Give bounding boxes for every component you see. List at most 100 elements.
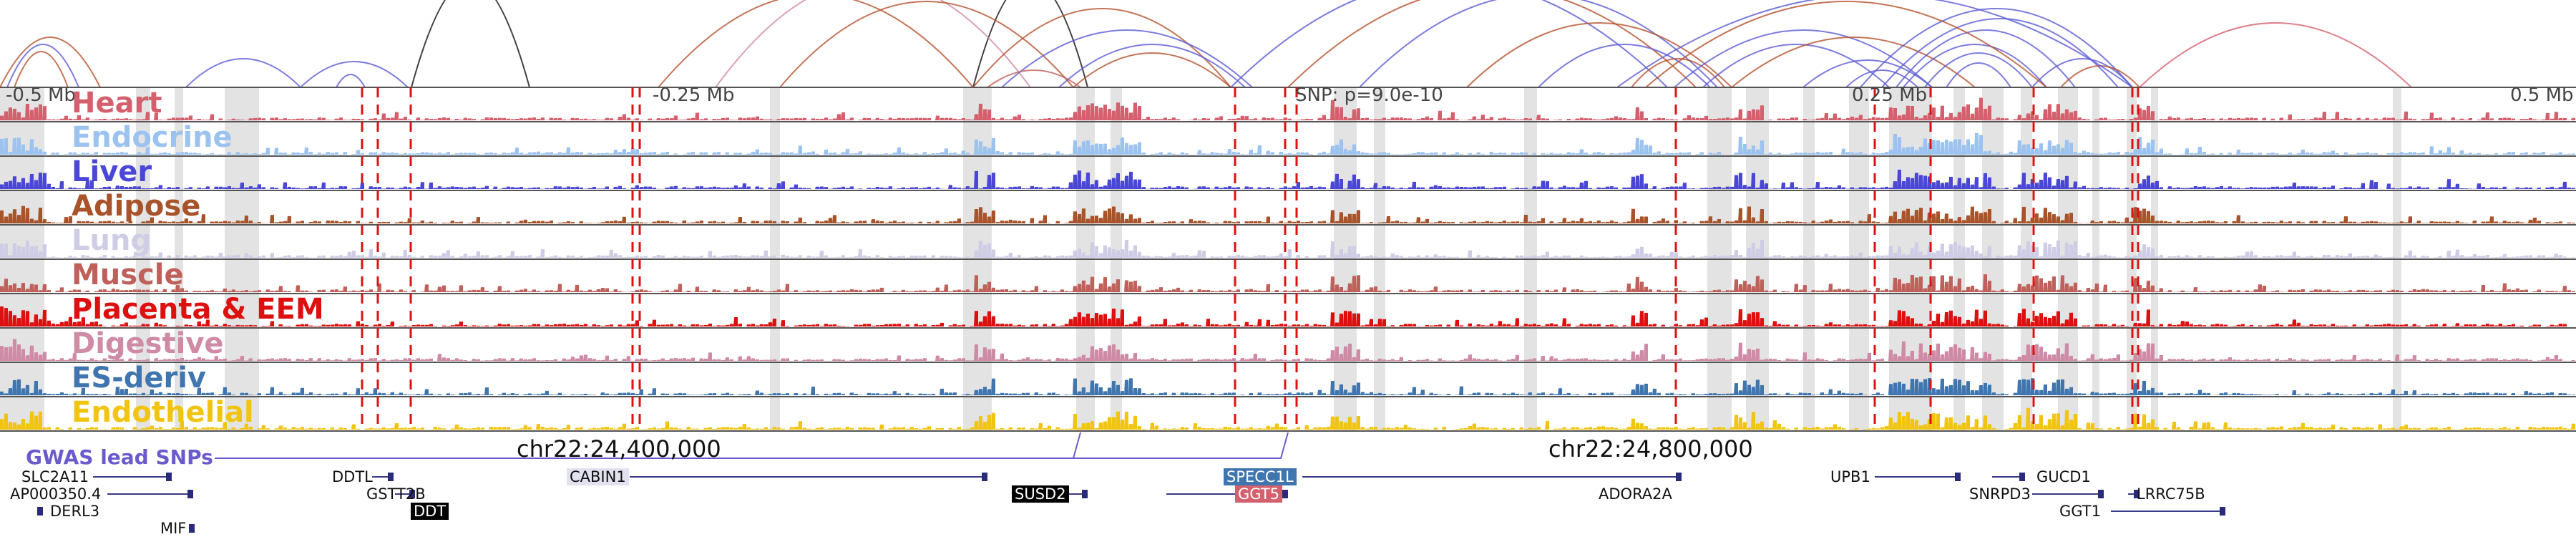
track-label-digestive: Digestive <box>72 327 224 360</box>
loop-arc-14 <box>1073 52 1231 88</box>
signal-es-deriv <box>0 378 2576 395</box>
gwas-lead-snps-label: GWAS lead SNPs <box>26 445 213 469</box>
track-label-es-deriv: ES-deriv <box>72 362 207 395</box>
signal-liver <box>0 169 2576 189</box>
loop-arc-20 <box>1538 44 1711 88</box>
track-label-liver: Liver <box>72 155 152 188</box>
gene-label-specc1l[interactable]: SPECC1L <box>1224 468 1297 485</box>
gene-exon-4 <box>388 473 394 481</box>
gene-exon-11 <box>2019 473 2025 481</box>
mb-label-minus-0-5: -0.5 Mb <box>6 84 76 106</box>
loop-arc-0 <box>0 37 101 88</box>
loop-arc-35 <box>2139 22 2412 88</box>
loop-arc-5 <box>336 74 366 88</box>
track-label-placenta: Placenta & EEM <box>72 293 324 326</box>
loop-arc-9 <box>715 0 1031 88</box>
loop-arc-22 <box>1674 29 1933 88</box>
track-label-lung: Lung <box>72 224 152 257</box>
gene-label-adora2a[interactable]: ADORA2A <box>1599 485 1672 503</box>
signal-tracks <box>0 97 2576 430</box>
chromatin-loop-arcs <box>0 0 2412 88</box>
gene-label-ggt5[interactable]: GGT5 <box>1235 485 1282 503</box>
signal-heart <box>0 97 2576 120</box>
gene-label-susd2[interactable]: SUSD2 <box>1012 485 1069 503</box>
track-frames <box>0 87 2576 432</box>
loop-arc-12 <box>1001 29 1253 88</box>
loop-arc-37 <box>1645 1 2047 88</box>
signal-muscle <box>0 274 2576 292</box>
gene-exon-14 <box>2220 507 2225 516</box>
gene-exon-1 <box>187 490 193 498</box>
loop-arc-18 <box>1359 0 1718 88</box>
loop-arc-33 <box>2031 58 2133 88</box>
loop-arc-21 <box>1631 58 1725 88</box>
signal-digestive <box>0 339 2576 361</box>
loop-arc-17 <box>1287 0 1697 88</box>
signal-placenta-eem <box>0 306 2576 326</box>
gene-label-ddtl[interactable]: DDTL <box>332 468 373 485</box>
loop-arc-32 <box>1946 62 2011 88</box>
gene-label-cabin1[interactable]: CABIN1 <box>567 468 629 485</box>
gene-exon-10 <box>1955 473 1961 481</box>
gene-exon-6 <box>982 473 987 481</box>
mb-label-0-25: 0.25 Mb <box>1852 84 1928 106</box>
gene-exon-12 <box>2098 490 2104 498</box>
signal-endothelial <box>0 407 2576 430</box>
gwas-connector-2 <box>1073 432 1289 459</box>
loop-arc-36 <box>1616 0 2133 88</box>
loop-arc-31 <box>1924 52 2033 88</box>
loop-arc-6 <box>411 0 530 88</box>
gene-exon-13 <box>2134 490 2140 498</box>
signal-lung <box>0 240 2576 258</box>
track-label-muscle: Muscle <box>72 258 184 291</box>
loop-arc-25 <box>1802 59 1933 88</box>
loop-arc-4 <box>300 61 409 88</box>
gene-exon-9 <box>1676 473 1682 481</box>
loop-arc-23 <box>1702 44 1890 88</box>
loop-arc-29 <box>1896 29 2076 88</box>
loop-arc-3 <box>185 58 301 88</box>
gene-label-slc2a11[interactable]: SLC2A11 <box>21 468 89 485</box>
loop-arc-30 <box>1903 44 2047 88</box>
track-label-adipose: Adipose <box>72 190 201 223</box>
gene-exon-8 <box>1282 490 1288 498</box>
loop-arc-7 <box>972 0 1088 88</box>
mb-label-0-5: 0.5 Mb <box>2510 84 2574 106</box>
loop-arc-15 <box>987 69 1081 88</box>
gene-label-upb1[interactable]: UPB1 <box>1830 468 1870 485</box>
gene-models <box>37 432 2225 533</box>
loop-arc-28 <box>1881 18 2119 88</box>
gene-exon-7 <box>1082 490 1088 498</box>
loop-arc-8 <box>658 0 974 88</box>
loop-arc-11 <box>972 8 1231 88</box>
gene-label-snrpd3[interactable]: SNRPD3 <box>1969 485 2031 503</box>
track-label-heart: Heart <box>72 87 162 120</box>
loop-arc-27 <box>1860 8 2133 88</box>
coordinate-label-24800000: chr22:24,800,000 <box>1548 435 1753 463</box>
signal-adipose <box>0 205 2576 223</box>
loop-arc-10 <box>779 1 1074 88</box>
mb-label-minus-0-25: -0.25 Mb <box>653 84 735 106</box>
signal-endocrine <box>0 132 2576 155</box>
gene-label-mif[interactable]: MIF <box>160 520 187 537</box>
gene-label-derl3[interactable]: DERL3 <box>50 503 100 520</box>
loop-arc-24 <box>1731 37 1976 88</box>
loop-arc-19 <box>1466 22 1732 88</box>
gene-label-gucd1[interactable]: GUCD1 <box>2036 468 2091 485</box>
loop-arc-16 <box>1230 0 1668 88</box>
coordinate-label-24400000: chr22:24,400,000 <box>517 435 721 463</box>
gene-exon-0 <box>166 473 172 481</box>
gene-label-ddt[interactable]: DDT <box>411 503 449 520</box>
gene-label-ggt1[interactable]: GGT1 <box>2059 503 2101 520</box>
gene-label-lrrc75b[interactable]: LRRC75B <box>2137 485 2205 503</box>
snp-pvalue-label: SNP: p=9.0e-10 <box>1295 84 1443 106</box>
gene-exon-3 <box>189 524 195 533</box>
gene-exon-5 <box>409 490 415 498</box>
gene-label-gstt2b[interactable]: GSTT2B <box>366 485 426 503</box>
track-label-endocrine: Endocrine <box>72 121 233 154</box>
gene-exon-2 <box>37 507 43 516</box>
gene-label-ap000350-4[interactable]: AP000350.4 <box>10 485 102 503</box>
element-markers <box>361 87 2140 431</box>
